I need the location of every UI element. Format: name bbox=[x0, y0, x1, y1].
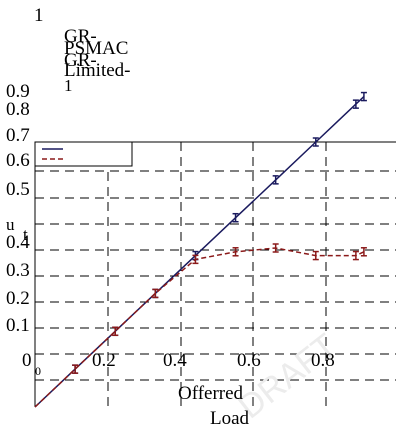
legend-series-1-name-part-2: PSMAC bbox=[64, 38, 129, 59]
y-axis-label-part-1: u bbox=[6, 215, 15, 234]
y-tick-label: 1 bbox=[34, 5, 44, 26]
y-tick-label: 0.9 bbox=[6, 81, 30, 102]
series-2-point-7 bbox=[352, 250, 359, 261]
legend-series-2-name-part-1: GR- bbox=[64, 50, 97, 71]
series-2-point-0 bbox=[72, 364, 79, 374]
grid-lines bbox=[35, 142, 396, 407]
y-tick-label: 0.7 bbox=[6, 125, 30, 146]
y-tick-label: 0.8 bbox=[6, 99, 30, 120]
series-1-point-5 bbox=[272, 175, 279, 185]
x-tick-label: 0.8 bbox=[311, 350, 335, 371]
series-2-line bbox=[34, 247, 365, 408]
y-axis-label-part-2: t bbox=[23, 225, 28, 244]
series-2-point-8 bbox=[360, 247, 367, 257]
legend-box bbox=[34, 141, 133, 167]
series-2-point-6 bbox=[312, 250, 319, 261]
series-layer bbox=[34, 91, 367, 408]
x-axis-label-line-1: Offerred bbox=[178, 383, 244, 404]
series-1-point-6 bbox=[312, 137, 319, 147]
x-tick-label: 0.6 bbox=[237, 350, 261, 371]
legend-series-2-name-part-2: Limited- bbox=[64, 60, 131, 81]
x-axis-label-line-2: Load bbox=[210, 408, 250, 429]
series-2-point-4 bbox=[232, 247, 239, 257]
y-tick-label: 0.1 bbox=[6, 315, 30, 336]
y-tick-label: 0.5 bbox=[6, 179, 30, 200]
legend-series-2-name-part-3: 1 bbox=[64, 76, 73, 95]
y-tick-label: 0.2 bbox=[6, 288, 30, 309]
axes bbox=[34, 141, 396, 407]
legend-series-1-name-part-1: GR- bbox=[64, 26, 97, 47]
x-tick-label: 0 bbox=[22, 350, 32, 371]
series-1-point-7 bbox=[352, 99, 359, 109]
x-tick-label: 0.2 bbox=[92, 350, 116, 371]
series-2-point-2 bbox=[152, 288, 159, 299]
legend-frame bbox=[34, 141, 133, 167]
series-1-point-4 bbox=[232, 212, 239, 223]
series-1-point-8 bbox=[360, 91, 367, 102]
y-tick-label: 0.4 bbox=[6, 232, 30, 253]
series-2-point-5 bbox=[272, 243, 279, 253]
x-tick-label: 0.4 bbox=[163, 350, 187, 371]
x-tick-origin-subscript: 0 bbox=[35, 364, 41, 378]
series-2-point-3 bbox=[192, 254, 199, 265]
series-2-point-1 bbox=[112, 326, 119, 337]
y-tick-label: 0.3 bbox=[6, 260, 30, 281]
y-tick-label: 0.6 bbox=[6, 150, 30, 171]
